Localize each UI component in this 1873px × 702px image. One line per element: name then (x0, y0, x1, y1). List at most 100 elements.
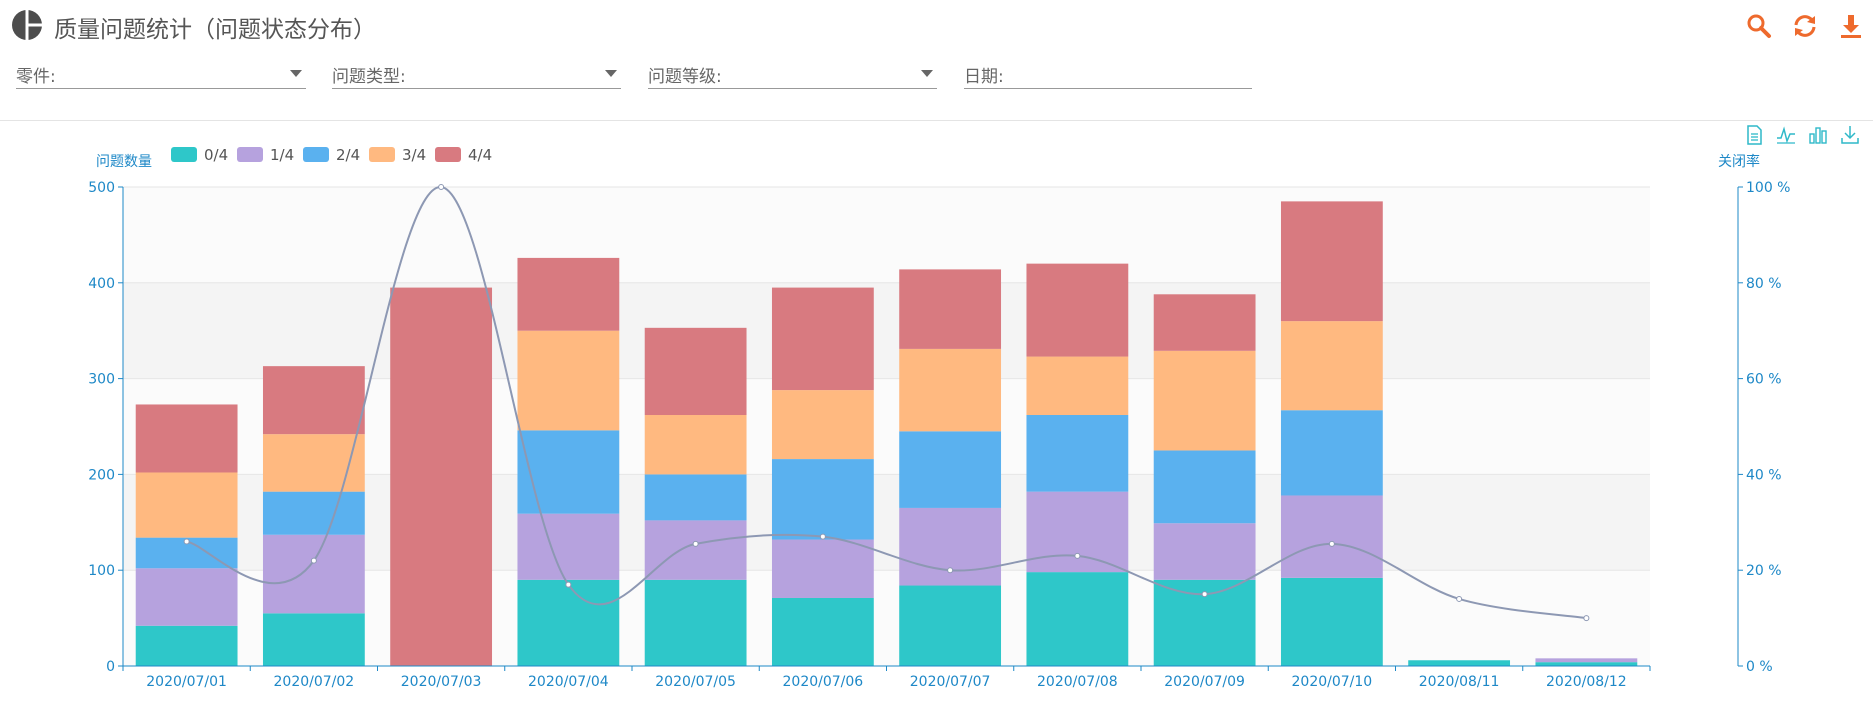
bar-segment (644, 520, 747, 580)
bar-segment (644, 579, 747, 666)
line-point (819, 533, 826, 540)
x-tick-label: 2020/07/07 (910, 674, 991, 690)
bar-segment (517, 513, 620, 580)
bar-segment (1280, 201, 1383, 322)
bar-segment (517, 257, 620, 331)
bar-segment (262, 613, 365, 666)
bar-segment (262, 491, 365, 535)
x-tick-label: 2020/07/01 (146, 674, 227, 690)
filter-date[interactable]: 日期: (964, 58, 1252, 89)
x-tick-label: 2020/08/12 (1546, 674, 1627, 690)
line-point (1456, 595, 1463, 602)
x-tick-label: 2020/07/06 (783, 674, 864, 690)
chevron-down-icon[interactable] (921, 70, 933, 77)
bar-segment (1535, 658, 1638, 663)
grid-band (123, 378, 1650, 475)
line-point (438, 184, 445, 190)
bar-segment (899, 431, 1002, 508)
legend-label: 3/4 (402, 146, 426, 164)
header-bar: 质量问题统计（问题状态分布） 零件: 问题类型: 问题等级: 日期: (0, 0, 1873, 121)
grid-band (123, 570, 1650, 666)
bar-segment (135, 568, 238, 626)
bar-chart-icon[interactable] (1807, 124, 1829, 146)
filter-issue-level[interactable]: 问题等级: (648, 58, 937, 89)
bar-segment (771, 539, 874, 598)
bar-segment (390, 287, 493, 666)
x-tick-label: 2020/07/02 (274, 674, 355, 690)
chevron-down-icon[interactable] (290, 70, 302, 77)
bar-segment (135, 625, 238, 666)
bar-segment (1153, 450, 1256, 524)
bar-segment (1026, 572, 1129, 666)
bar-segment (1026, 415, 1129, 492)
bar-segment (135, 404, 238, 473)
legend: 0/4 1/4 2/4 3/4 4/4 (171, 146, 492, 164)
filter-part-label: 零件: (16, 67, 56, 87)
legend-label: 2/4 (336, 146, 360, 164)
y-tick-label: 200 (88, 467, 115, 483)
closure-rate-line (183, 184, 1590, 622)
line-point (1074, 552, 1081, 559)
bar-segment (517, 579, 620, 666)
y-axis-title: 问题数量 (96, 154, 152, 170)
axes: 0 100 200 300 400 500 0 % 20 % 40 % 60 % 80 % 100 %… (88, 153, 1790, 690)
search-icon[interactable] (1745, 12, 1773, 40)
bar-segment (771, 287, 874, 391)
legend-swatch (171, 147, 197, 162)
bar-segment (1153, 294, 1256, 351)
bar-segment (1280, 410, 1383, 496)
bar-segment (1408, 660, 1511, 666)
bar-segment (1026, 263, 1129, 357)
y-tick-label: 500 (88, 180, 115, 196)
y-right-tick-label: 0 % (1746, 659, 1773, 675)
bar-segment (1026, 491, 1129, 573)
grid-bands (123, 186, 1650, 666)
chevron-down-icon[interactable] (605, 70, 617, 77)
bar-segment (899, 585, 1002, 666)
y-tick-label: 0 (106, 659, 115, 675)
bar-segment (1535, 662, 1638, 666)
bar-segment (1280, 495, 1383, 578)
bar-segment (262, 534, 365, 614)
x-tick-label: 2020/07/04 (528, 674, 609, 690)
y-right-tick-label: 20 % (1746, 563, 1782, 579)
filter-issue-level-label: 问题等级: (648, 67, 722, 87)
chart-toolbox (1743, 124, 1861, 146)
bar-segment (135, 472, 238, 538)
page-title: 质量问题统计（问题状态分布） (54, 17, 376, 43)
legend-swatch (369, 147, 395, 162)
line-point (310, 557, 317, 564)
bar-segment (517, 430, 620, 514)
y-right-tick-label: 40 % (1746, 467, 1782, 483)
refresh-icon[interactable] (1791, 12, 1819, 40)
pie-chart-logo-icon (12, 10, 42, 40)
grid-band (123, 187, 1650, 283)
y-right-tick-label: 60 % (1746, 372, 1782, 388)
bar-segment (1280, 321, 1383, 411)
line-point (692, 540, 699, 547)
status-distribution-chart: 0 100 200 300 400 500 0 % 20 % 40 % 60 % 80 % 100 %… (88, 146, 1790, 690)
bar-segment (1153, 523, 1256, 580)
x-tick-label: 2020/07/10 (1292, 674, 1373, 690)
legend-label: 0/4 (204, 146, 228, 164)
bar-segment (771, 459, 874, 540)
bar-segment (899, 348, 1002, 432)
data-view-icon[interactable] (1743, 124, 1765, 146)
x-tick-label: 2020/07/09 (1164, 674, 1245, 690)
x-tick-label: 2020/07/03 (401, 674, 482, 690)
legend-label: 4/4 (468, 146, 492, 164)
bar-segment (899, 507, 1002, 586)
download-icon[interactable] (1837, 12, 1865, 40)
line-point (1201, 591, 1208, 598)
legend-label: 1/4 (270, 146, 294, 164)
line-chart-icon[interactable] (1775, 124, 1797, 146)
legend-swatch (435, 147, 461, 162)
save-image-icon[interactable] (1839, 124, 1861, 146)
filter-part[interactable]: 零件: (16, 58, 306, 89)
bar-segment (1280, 577, 1383, 666)
bar-segment (899, 269, 1002, 349)
x-tick-label: 2020/08/11 (1419, 674, 1500, 690)
bar-segment (771, 390, 874, 460)
filter-issue-type[interactable]: 问题类型: (332, 58, 621, 89)
bar-segment (644, 327, 747, 416)
